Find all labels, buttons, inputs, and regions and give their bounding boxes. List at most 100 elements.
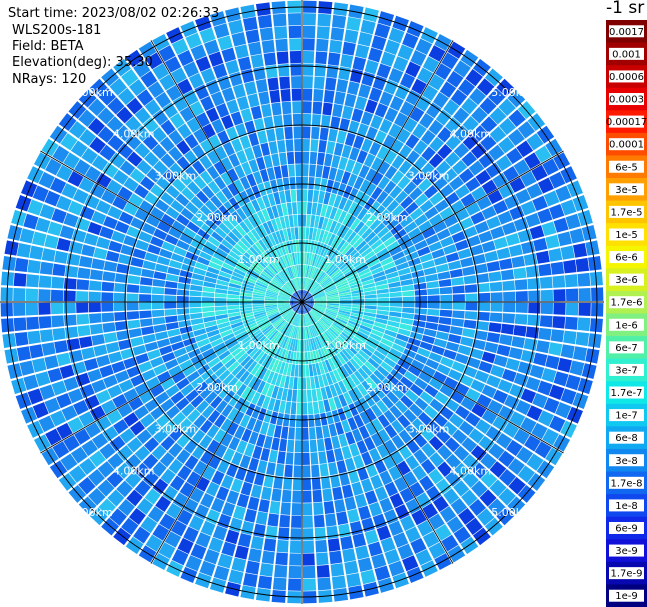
ray-gate: [419, 199, 434, 213]
ray-gate: [403, 181, 417, 195]
ray-gate: [295, 277, 300, 290]
ray-gate: [265, 306, 278, 310]
ray-gate: [231, 346, 244, 357]
ray-gate: [464, 311, 478, 320]
ray-gate: [51, 208, 67, 224]
ray-gate: [481, 409, 498, 425]
ray-gate: [493, 236, 508, 250]
ray-gate: [116, 106, 133, 124]
ray-gate: [449, 326, 463, 336]
ray-gate: [141, 369, 156, 382]
ray-gate: [117, 87, 135, 105]
ray-gate: [203, 549, 220, 565]
ray-gate: [221, 541, 236, 557]
ray-gate: [528, 290, 541, 302]
ray-gate: [386, 373, 400, 386]
ray-gate: [268, 141, 278, 155]
ray-gate: [126, 97, 143, 115]
ray-gate: [258, 255, 269, 267]
ray-gate: [314, 527, 327, 541]
ray-gate: [227, 168, 239, 182]
ray-gate: [548, 248, 563, 262]
ray-gate: [278, 190, 286, 204]
ray-gate: [194, 333, 208, 342]
ray-gate: [310, 284, 321, 294]
ray-gate: [281, 203, 288, 216]
ray-gate: [27, 330, 41, 345]
ray-gate: [428, 352, 443, 363]
ray-gate: [283, 114, 293, 127]
ray-gate: [373, 243, 386, 254]
ray-gate: [117, 499, 135, 517]
ray-gate: [127, 275, 141, 285]
ray-gate: [140, 516, 158, 534]
ray-gate: [394, 504, 410, 520]
ray-gate: [327, 233, 336, 246]
ray-gate: [292, 113, 302, 127]
ray-gate: [227, 302, 240, 306]
ray-gate: [279, 229, 286, 243]
ray-gate: [471, 462, 488, 479]
ray-gate: [358, 397, 370, 411]
ray-gate: [321, 217, 329, 231]
ray-gate: [204, 276, 217, 284]
ray-gate: [461, 97, 478, 115]
ray-gate: [260, 272, 272, 282]
ray-gate: [527, 314, 541, 327]
ray-gate: [443, 214, 459, 228]
ray-gate: [339, 260, 351, 271]
ray-gate: [335, 337, 346, 349]
ray-gate: [228, 282, 242, 289]
ray-gate: [263, 409, 273, 423]
ray-gate: [410, 50, 427, 67]
ray-gate: [117, 186, 133, 201]
ray-gate: [332, 322, 344, 332]
ray-gate: [370, 404, 383, 418]
ray-gate: [218, 325, 232, 334]
ray-gate: [102, 271, 116, 282]
ray-gate: [308, 338, 313, 352]
ray-gate: [176, 353, 190, 365]
ray-gate: [422, 56, 440, 73]
ray-gate: [322, 102, 333, 116]
ray-gate: [275, 319, 286, 330]
ray-gate: [262, 194, 271, 208]
ray-gate: [302, 302, 305, 314]
ray-gate: [85, 166, 102, 182]
ray-gate: [355, 545, 370, 560]
ray-gate: [310, 452, 319, 465]
ray-gate: [454, 353, 469, 365]
range-ring-label: 5.00km: [491, 86, 533, 99]
ray-gate: [348, 276, 361, 284]
ray-gate: [317, 320, 327, 331]
ray-gate: [310, 139, 319, 152]
ray-gate: [169, 335, 183, 345]
colorbar-tick-label: 1.7e-7: [610, 388, 642, 399]
ray-gate: [222, 373, 235, 386]
ray-gate: [380, 537, 396, 553]
ray-gate: [347, 417, 358, 431]
ray-gate: [142, 134, 159, 151]
ray-gate: [509, 205, 525, 221]
ray-gate: [302, 239, 306, 252]
ray-gate: [361, 380, 373, 393]
ray-gate: [553, 371, 569, 387]
ray-gate: [214, 365, 227, 378]
ray-gate: [409, 331, 423, 341]
ray-gate: [572, 346, 588, 362]
ray-gate: [268, 358, 277, 371]
ray-gate: [253, 260, 265, 271]
colorbar-tick-label: 3e-9: [615, 546, 638, 557]
ray-gate: [312, 241, 318, 254]
ray-gate: [577, 317, 591, 332]
ray-gate: [292, 477, 302, 491]
ray-gate: [349, 358, 361, 370]
ray-gate: [460, 193, 476, 208]
ray-gate: [440, 236, 454, 248]
ray-gate: [428, 377, 443, 391]
ray-gate: [271, 437, 280, 451]
ray-gate: [185, 165, 199, 181]
ray-gate: [279, 76, 291, 90]
ray-gate: [130, 257, 144, 268]
ray-gate: [268, 344, 277, 356]
